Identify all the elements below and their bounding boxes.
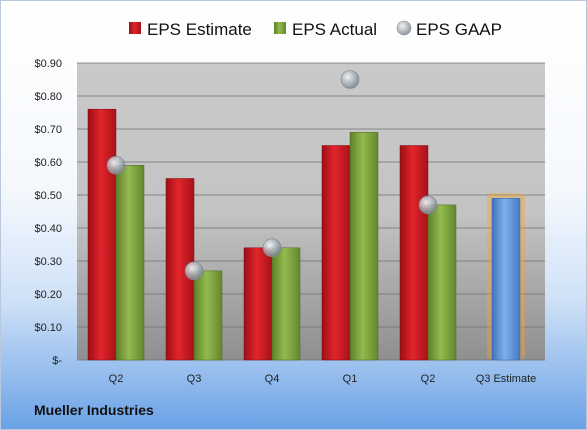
- bar-eps-estimate: [243, 247, 273, 361]
- y-tick-label: $0.80: [34, 91, 62, 103]
- x-tick-label: Q2: [109, 373, 124, 385]
- legend-label-gaap: EPS GAAP: [416, 20, 502, 39]
- company-name: Mueller Industries: [34, 402, 154, 418]
- marker-eps-gaap: [106, 156, 126, 175]
- y-tick-label: $0.30: [34, 256, 62, 268]
- y-tick-label: $0.50: [34, 190, 62, 202]
- marker-eps-gaap: [262, 238, 282, 258]
- bar-eps-actual: [115, 165, 145, 361]
- bar-eps-actual: [349, 132, 379, 361]
- bars-layer: [87, 108, 525, 361]
- legend-label-actual: EPS Actual: [292, 20, 377, 39]
- y-tick-label: $0.90: [34, 58, 62, 70]
- x-tick-label: Q2: [421, 373, 436, 385]
- bar-eps-actual: [271, 247, 301, 361]
- gaap-markers-layer: [106, 70, 438, 281]
- y-tick-label: $0.10: [34, 322, 62, 334]
- marker-eps-gaap: [184, 261, 204, 281]
- y-tick-label: $0.20: [34, 289, 62, 301]
- bar-eps-estimate: [87, 108, 117, 361]
- legend-swatch-estimate: [129, 22, 141, 34]
- gridlines: [77, 62, 545, 361]
- x-tick-label: Q3: [187, 373, 202, 385]
- y-tick-label: $0.70: [34, 124, 62, 136]
- x-axis: Q2 Q3 Q4 Q1 Q2 Q3 Estimate: [109, 373, 537, 385]
- legend-item-gaap: EPS GAAP: [396, 20, 502, 39]
- plot-area: [77, 63, 545, 360]
- y-axis: $- $0.10 $0.20 $0.30 $0.40 $0.50 $0.60 $0.70 $0.…: [34, 58, 62, 367]
- legend: EPS Estimate EPS Actual EPS GAAP: [129, 20, 502, 39]
- marker-eps-gaap: [340, 70, 360, 89]
- legend-label-estimate: EPS Estimate: [147, 20, 252, 39]
- bar-eps-actual: [427, 204, 457, 361]
- bar-eps-estimate: [399, 145, 429, 361]
- y-tick-label: $-: [52, 355, 62, 367]
- bar-eps-actual: [193, 270, 223, 361]
- x-tick-label: Q4: [265, 373, 280, 385]
- bar-eps-estimate: [321, 145, 351, 361]
- legend-swatch-gaap: [396, 20, 412, 36]
- legend-item-estimate: EPS Estimate: [129, 20, 252, 39]
- bar-eps-estimate-projected: [491, 198, 521, 361]
- x-tick-label: Q3 Estimate: [476, 373, 537, 385]
- x-tick-label: Q1: [343, 373, 358, 385]
- y-tick-label: $0.60: [34, 157, 62, 169]
- marker-eps-gaap: [418, 195, 438, 215]
- y-tick-label: $0.40: [34, 223, 62, 235]
- legend-item-actual: EPS Actual: [274, 20, 377, 39]
- legend-swatch-actual: [274, 22, 286, 34]
